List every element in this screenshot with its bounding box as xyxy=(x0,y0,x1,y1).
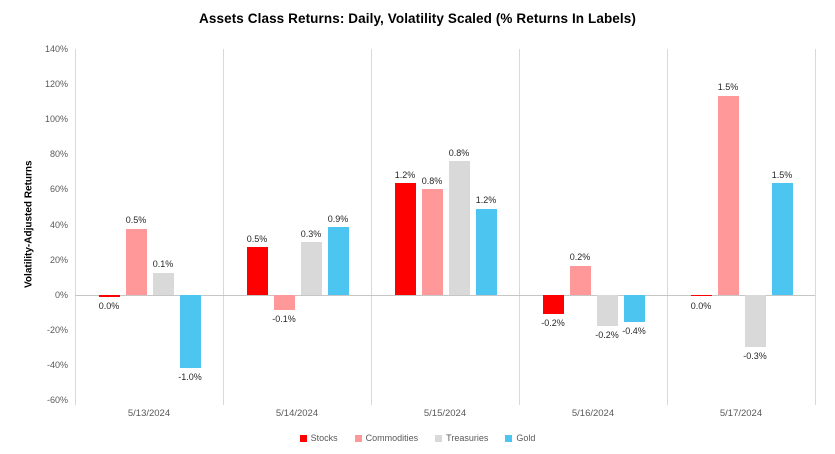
bar-treasuries-5/15/2024 xyxy=(448,161,470,295)
legend-item-treasuries: Treasuries xyxy=(435,433,488,443)
value-label: 0.0% xyxy=(98,301,120,312)
value-label: 0.5% xyxy=(246,233,268,244)
y-tick-label: 20% xyxy=(49,254,68,265)
value-label: -0.3% xyxy=(743,351,767,362)
value-label: -1.0% xyxy=(178,372,202,383)
bar-stocks-5/17/2024 xyxy=(690,294,712,297)
value-label: 1.2% xyxy=(394,169,416,180)
bar-gold-5/16/2024 xyxy=(623,294,645,323)
legend-swatch-commodities xyxy=(354,434,362,442)
bar-treasuries-5/14/2024 xyxy=(300,242,322,295)
y-tick-label: 100% xyxy=(44,114,68,125)
legend-label: Gold xyxy=(516,433,536,443)
legend: Stocks Commodities Treasuries Gold xyxy=(0,430,835,446)
bar-commodities-5/15/2024 xyxy=(421,189,443,295)
value-label: 0.2% xyxy=(569,252,591,263)
value-label: 0.8% xyxy=(448,147,470,158)
bar-commodities-5/13/2024 xyxy=(125,228,147,295)
value-label: 0.3% xyxy=(300,228,322,239)
bar-stocks-5/16/2024 xyxy=(542,294,564,314)
x-category-label: 5/15/2024 xyxy=(423,408,467,419)
value-label: 1.5% xyxy=(717,82,739,92)
x-category-label: 5/13/2024 xyxy=(127,408,171,419)
value-label: 0.9% xyxy=(327,213,349,224)
y-tick-label: 80% xyxy=(49,149,68,160)
bar-treasuries-5/16/2024 xyxy=(596,294,618,326)
y-tick-label: 120% xyxy=(44,79,68,90)
category-separator-line xyxy=(667,49,668,405)
y-tick-label: 60% xyxy=(49,184,68,195)
x-category-label: 5/14/2024 xyxy=(275,408,319,419)
legend-swatch-stocks xyxy=(299,434,307,442)
bar-gold-5/15/2024 xyxy=(475,208,497,295)
value-label: -0.2% xyxy=(595,329,619,340)
value-label: 1.5% xyxy=(771,169,793,180)
legend-item-gold: Gold xyxy=(505,433,535,443)
value-label: 0.5% xyxy=(125,215,147,226)
x-category-label: 5/16/2024 xyxy=(571,408,615,419)
value-label: -0.4% xyxy=(622,326,646,337)
bar-stocks-5/13/2024 xyxy=(98,294,120,298)
value-label: 0.8% xyxy=(421,175,443,186)
value-label: 0.0% xyxy=(690,300,712,311)
bar-commodities-5/17/2024 xyxy=(717,95,739,295)
legend-label: Stocks xyxy=(310,433,338,443)
legend-swatch-gold xyxy=(505,434,513,442)
y-tick-label: 0% xyxy=(54,289,68,300)
y-tick-label: 40% xyxy=(49,219,68,230)
legend-label: Treasuries xyxy=(446,433,489,443)
y-tick-label: 140% xyxy=(44,44,68,54)
value-label: -0.2% xyxy=(541,318,565,328)
legend-swatch-treasuries xyxy=(435,434,443,442)
bar-treasuries-5/17/2024 xyxy=(744,294,766,348)
x-category-label: 5/17/2024 xyxy=(719,408,763,419)
bar-commodities-5/14/2024 xyxy=(273,294,295,310)
bar-gold-5/14/2024 xyxy=(327,227,349,295)
y-tick-label: -60% xyxy=(46,395,68,405)
value-label: -0.1% xyxy=(272,313,296,324)
category-separator-line xyxy=(223,49,224,405)
chart-title: Assets Class Returns: Daily, Volatility … xyxy=(199,11,636,26)
bar-stocks-5/14/2024 xyxy=(246,247,268,295)
bar-gold-5/17/2024 xyxy=(771,183,793,295)
legend-item-commodities: Commodities xyxy=(354,433,419,443)
legend-label: Commodities xyxy=(365,433,419,443)
value-label: 1.2% xyxy=(475,195,497,206)
plot-area: 0.0% 0.5% 1.2% -0.2% 0.0% 0.5% -0.1% 0.8% 0.2% 1.… xyxy=(75,49,816,405)
y-axis-line xyxy=(75,49,76,405)
bar-gold-5/13/2024 xyxy=(179,294,201,369)
category-separator-line xyxy=(519,49,520,405)
bar-commodities-5/16/2024 xyxy=(569,265,591,295)
legend-item-stocks: Stocks xyxy=(299,433,338,443)
bar-stocks-5/15/2024 xyxy=(394,183,416,295)
y-tick-label: -40% xyxy=(46,359,68,370)
y-tick-label: -20% xyxy=(46,324,68,335)
bar-treasuries-5/13/2024 xyxy=(152,272,174,295)
category-separator-line xyxy=(815,49,816,405)
category-separator-line xyxy=(371,49,372,405)
zero-baseline xyxy=(75,294,815,296)
value-label: 0.1% xyxy=(152,259,174,270)
